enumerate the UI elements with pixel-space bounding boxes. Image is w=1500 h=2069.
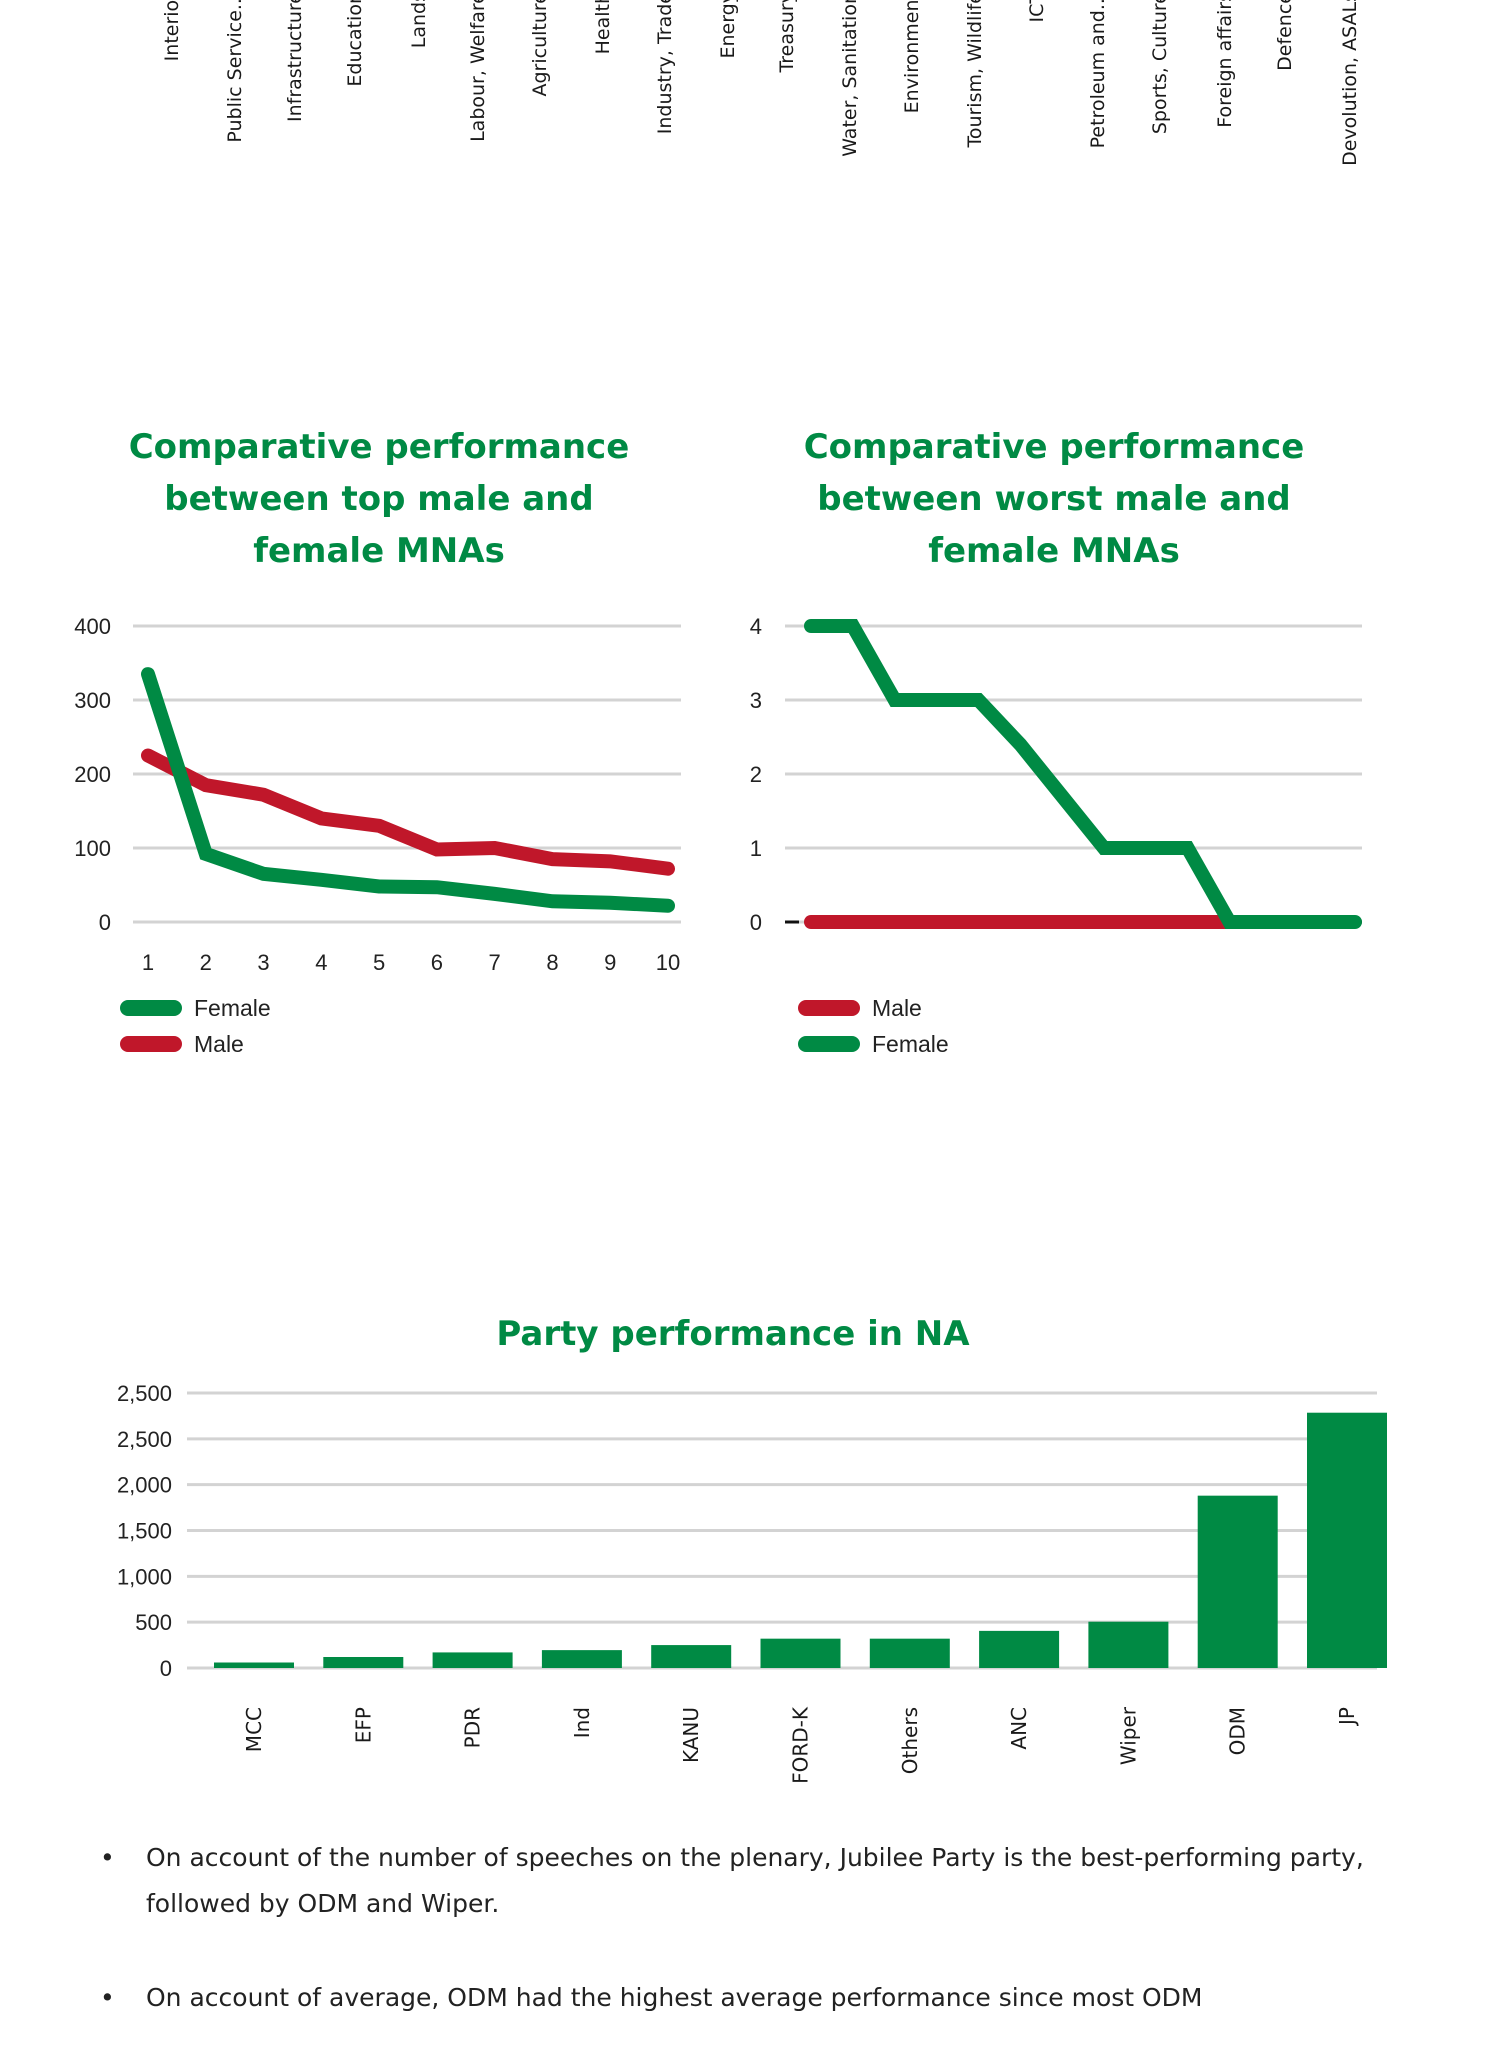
x-tick-label: 1 — [142, 950, 154, 975]
x-tick-label: 5 — [373, 950, 385, 975]
bar-ford-k — [760, 1638, 841, 1668]
axis-category-label: Labour, Welfare — [467, 0, 489, 142]
y-tick-label: 1 — [750, 836, 762, 861]
y-tick-label: 1,500 — [117, 1519, 172, 1544]
legend-label: Male — [194, 1031, 244, 1057]
x-tick-label: 8 — [546, 950, 558, 975]
axis-category-label: Public Service... — [224, 0, 246, 143]
y-tick-label: 2,500 — [117, 1381, 172, 1406]
legend-label: Female — [194, 995, 271, 1021]
series-line-female — [141, 667, 675, 913]
chart-title: between top male and — [164, 479, 593, 519]
axis-category-label: Education — [344, 0, 366, 87]
axis-category-label: Defence — [1274, 0, 1296, 71]
x-tick-label: 2 — [200, 950, 212, 975]
y-tick-label: 4 — [750, 614, 762, 639]
legend-label: Female — [872, 1031, 949, 1057]
bullet-text: On account of the number of speeches on … — [146, 1843, 1364, 1918]
x-category-label: MCC — [242, 1707, 266, 1752]
bullet-text: On account of average, ODM had the highe… — [146, 1983, 1203, 2012]
x-category-label: Ind — [570, 1707, 594, 1738]
bar-efp — [323, 1657, 404, 1668]
bar-pdr — [432, 1652, 513, 1668]
chart-title: female MNAs — [253, 531, 505, 571]
x-tick-label: 3 — [257, 950, 269, 975]
bullet-dot: • — [100, 1983, 115, 2012]
bar-kanu — [651, 1645, 732, 1668]
x-tick-label: 4 — [315, 950, 327, 975]
axis-category-label: Treasury — [776, 0, 798, 74]
y-tick-label: 2,500 — [117, 1427, 172, 1452]
axis-category-label: Industry, Trade — [654, 0, 676, 134]
series-line-female — [804, 619, 1362, 929]
x-category-label: JP — [1335, 1707, 1359, 1727]
bar-odm — [1197, 1495, 1278, 1668]
y-tick-label: 0 — [160, 1656, 172, 1681]
bar-mcc — [214, 1662, 294, 1668]
axis-category-label: Petroleum and... — [1087, 0, 1109, 148]
axis-category-label: Lands — [408, 0, 430, 48]
bullet-item: • On account of average, ODM had the high… — [100, 1975, 1420, 2021]
x-category-label: Wiper — [1116, 1706, 1140, 1765]
axis-category-label: Water, Sanitation — [839, 0, 861, 157]
x-category-label: Others — [898, 1707, 922, 1774]
x-tick-label: 9 — [604, 950, 616, 975]
y-tick-label: 2 — [750, 762, 762, 787]
y-tick-label: 400 — [74, 614, 111, 639]
bar-others — [869, 1638, 950, 1668]
legend-label: Male — [872, 995, 922, 1021]
chart-title: Comparative performance — [129, 427, 630, 467]
bar-wiper — [1088, 1621, 1169, 1668]
y-tick-label: 3 — [750, 688, 762, 713]
y-tick-label: 200 — [74, 762, 111, 787]
axis-category-label: Infrastructure — [284, 0, 306, 122]
chart-title: Comparative performance — [804, 427, 1305, 467]
axis-category-label: ICT — [1026, 0, 1048, 22]
x-category-label: PDR — [461, 1707, 485, 1748]
axis-category-label: Health — [592, 0, 614, 54]
x-category-label: KANU — [679, 1707, 703, 1763]
axis-category-label: Interior — [161, 0, 183, 61]
bullet-dot: • — [100, 1843, 115, 1872]
axis-category-label: Devolution, ASALs — [1339, 0, 1361, 166]
axis-category-label: Agriculture — [529, 0, 551, 97]
y-tick-label: 500 — [135, 1610, 172, 1635]
axis-category-label: Environment — [901, 0, 923, 113]
chart-title: between worst male and — [817, 479, 1291, 519]
bullet-item: • On account of the number of speeches on… — [100, 1835, 1420, 1927]
bar-ind — [541, 1650, 622, 1668]
series-line-male — [141, 748, 675, 876]
y-tick-label: 0 — [99, 910, 111, 935]
axis-category-label: Sports, Culture — [1149, 0, 1171, 134]
chart-title: Party performance in NA — [496, 1314, 970, 1354]
x-category-label: FORD-K — [789, 1706, 813, 1784]
y-tick-label: 1,000 — [117, 1564, 172, 1589]
bullet-list: • On account of the number of speeches on… — [100, 1835, 1420, 2069]
chart-title: female MNAs — [928, 531, 1180, 571]
x-category-label: EFP — [351, 1707, 375, 1743]
x-category-label: ANC — [1007, 1707, 1031, 1750]
axis-category-label: Foreign affairs — [1214, 0, 1236, 128]
bar-anc — [979, 1630, 1060, 1668]
bar-jp — [1307, 1412, 1387, 1668]
y-tick-label: 300 — [74, 688, 111, 713]
x-category-label: ODM — [1226, 1707, 1250, 1755]
y-tick-label: 0 — [750, 910, 762, 935]
x-tick-label: 7 — [489, 950, 501, 975]
x-tick-label: 10 — [656, 950, 680, 975]
y-tick-label: 2,000 — [117, 1473, 172, 1498]
x-tick-label: 6 — [431, 950, 443, 975]
axis-category-label: Tourism, Wildlife — [964, 0, 986, 149]
y-tick-label: 100 — [74, 836, 111, 861]
axis-category-label: Energy — [717, 0, 739, 59]
